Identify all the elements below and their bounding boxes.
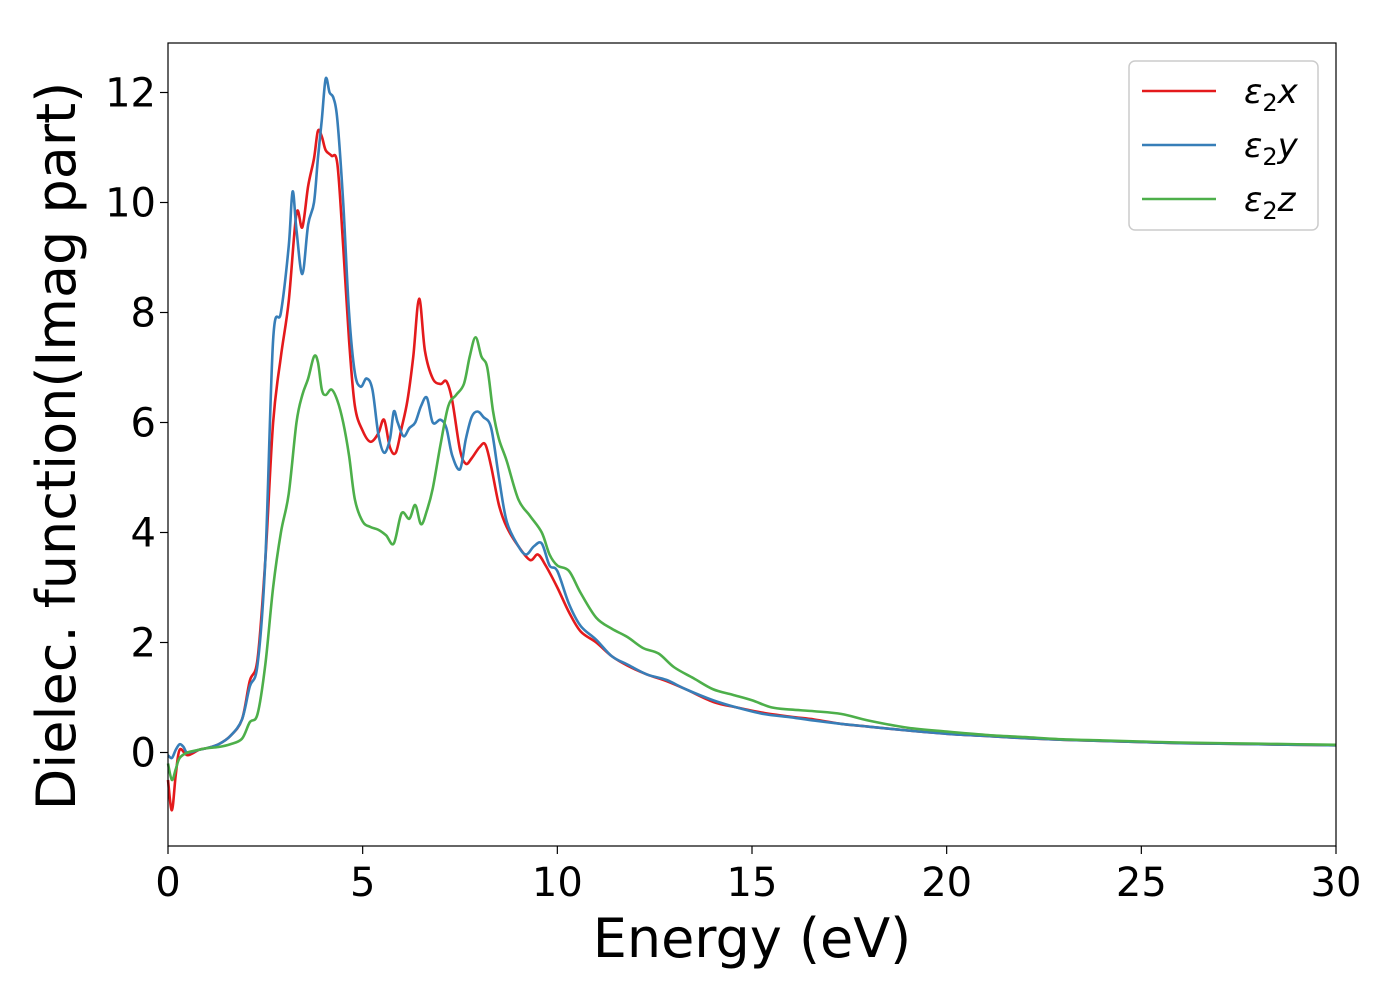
y-tick-label: 10 [105, 181, 156, 227]
series-layer [166, 76, 1337, 812]
y-axis-title: Dielec. function(Imag part) [25, 82, 88, 811]
x-axis-title: Energy (eV) [593, 907, 912, 970]
y-tick-label: 6 [131, 401, 156, 447]
x-tick-label: 0 [155, 860, 180, 906]
series-line-y [167, 76, 1337, 760]
x-tick-label: 20 [921, 860, 972, 906]
x-tick-label: 30 [1311, 860, 1362, 906]
legend: ε2x ε2y ε2z [1128, 60, 1319, 231]
x-tick-label: 15 [727, 860, 778, 906]
legend-label-z: ε2z [1244, 180, 1297, 225]
legend-label-x: ε2x [1244, 72, 1299, 117]
x-tick-label: 25 [1116, 860, 1167, 906]
y-tick-label: 2 [131, 621, 156, 667]
series-line-z [166, 335, 1337, 782]
y-axis-ticks: 0 2 4 6 8 10 12 [105, 71, 168, 777]
legend-frame [1128, 60, 1319, 231]
y-tick-label: 12 [105, 71, 156, 117]
legend-label-y: ε2y [1244, 126, 1299, 171]
x-tick-label: 5 [350, 860, 375, 906]
x-tick-label: 10 [532, 860, 583, 906]
y-tick-label: 4 [131, 511, 156, 557]
y-tick-label: 0 [131, 731, 156, 777]
x-axis-ticks: 0 5 10 15 20 25 30 [155, 846, 1361, 906]
y-tick-label: 8 [131, 291, 156, 337]
